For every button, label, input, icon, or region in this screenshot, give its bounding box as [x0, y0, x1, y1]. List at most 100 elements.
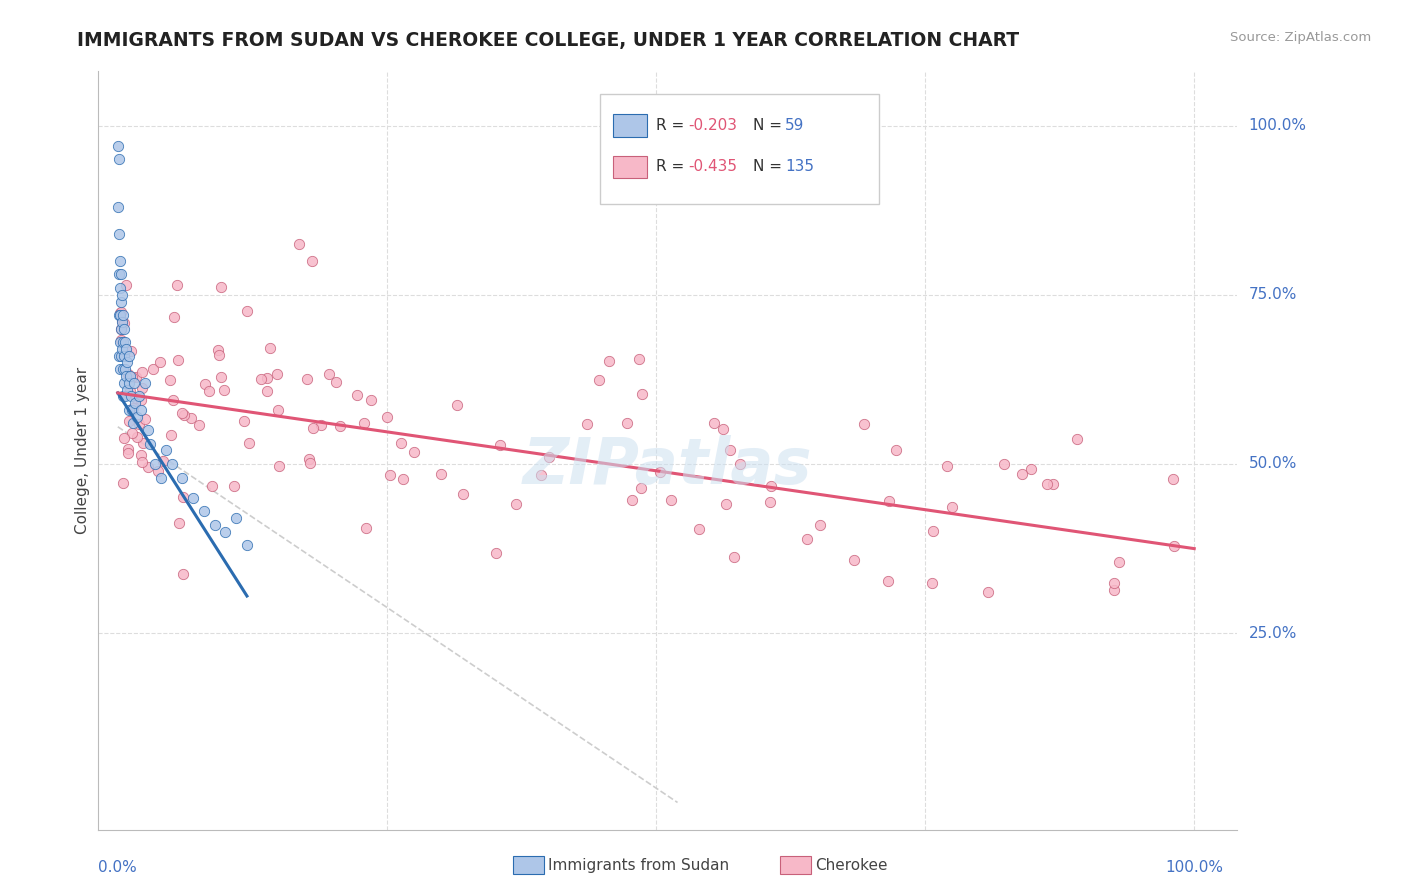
Point — [114, 362, 136, 376]
Text: 75.0%: 75.0% — [1249, 287, 1296, 302]
Point — [127, 409, 149, 424]
Point — [139, 436, 162, 450]
Text: 59: 59 — [785, 118, 804, 133]
Point — [128, 417, 150, 432]
Point — [120, 344, 142, 359]
Point — [110, 333, 132, 347]
Text: IMMIGRANTS FROM SUDAN VS CHEROKEE COLLEGE, UNDER 1 YEAR CORRELATION CHART: IMMIGRANTS FROM SUDAN VS CHEROKEE COLLEG… — [77, 31, 1019, 50]
Point — [125, 369, 148, 384]
Point — [149, 470, 172, 484]
Point — [148, 464, 170, 478]
Point — [711, 422, 734, 436]
Point — [108, 362, 131, 376]
Point — [256, 371, 278, 385]
Point — [110, 306, 132, 320]
Point — [112, 376, 135, 390]
Point — [993, 457, 1015, 471]
Point — [120, 389, 142, 403]
Point — [485, 546, 508, 560]
Point — [301, 254, 323, 268]
Point — [114, 335, 136, 350]
Point — [287, 237, 309, 252]
Text: 135: 135 — [785, 160, 814, 175]
Point — [117, 402, 139, 417]
Point — [112, 335, 135, 350]
Point — [1042, 477, 1064, 491]
Point — [977, 584, 1000, 599]
Point — [172, 470, 194, 484]
Point — [110, 322, 132, 336]
Point — [842, 552, 865, 566]
Point — [117, 446, 139, 460]
Y-axis label: College, Under 1 year: College, Under 1 year — [75, 367, 90, 534]
Point — [149, 355, 172, 369]
Point — [389, 436, 412, 450]
Point — [110, 349, 132, 363]
Point — [121, 417, 143, 431]
Point — [112, 308, 135, 322]
Point — [204, 517, 226, 532]
Point — [659, 492, 682, 507]
Point — [209, 280, 232, 294]
Point — [117, 349, 139, 363]
Point — [302, 421, 325, 435]
Point — [446, 398, 468, 412]
Point — [620, 493, 643, 508]
Point — [1011, 467, 1033, 481]
Point — [127, 430, 149, 444]
Point — [430, 467, 453, 481]
Bar — [613, 114, 647, 136]
Point — [117, 383, 139, 397]
Point — [120, 384, 142, 399]
Point — [718, 442, 741, 457]
Point — [129, 448, 152, 462]
Point — [115, 277, 138, 292]
Point — [353, 416, 375, 430]
Point — [267, 403, 290, 417]
Point — [111, 287, 134, 301]
Point — [208, 348, 231, 362]
Point — [884, 443, 907, 458]
Point — [142, 362, 165, 376]
Text: 100.0%: 100.0% — [1166, 860, 1223, 875]
Point — [108, 335, 131, 350]
Point — [225, 511, 247, 525]
Point — [309, 418, 332, 433]
Point — [877, 574, 900, 588]
Point — [941, 500, 963, 514]
Point — [297, 452, 319, 467]
Point — [117, 367, 139, 381]
Point — [232, 414, 254, 428]
Point — [108, 308, 131, 322]
Point — [129, 392, 152, 407]
Point — [628, 352, 651, 367]
Point — [132, 436, 155, 450]
Point — [128, 389, 150, 403]
Point — [259, 341, 281, 355]
Point — [107, 200, 129, 214]
Point — [537, 450, 560, 464]
Point — [198, 384, 221, 399]
Point — [118, 414, 141, 428]
Point — [122, 401, 145, 415]
Point — [921, 524, 943, 539]
Point — [193, 504, 215, 518]
Point — [166, 352, 188, 367]
Point — [118, 369, 141, 384]
Point — [136, 423, 159, 437]
Point — [194, 376, 217, 391]
Point — [212, 383, 235, 397]
Point — [155, 443, 177, 458]
Point — [111, 342, 134, 356]
Point — [124, 396, 146, 410]
Text: 50.0%: 50.0% — [1249, 457, 1296, 472]
Point — [238, 435, 260, 450]
Point — [159, 372, 181, 386]
Point — [173, 408, 195, 422]
Point — [108, 308, 131, 322]
Text: -0.435: -0.435 — [689, 160, 737, 175]
Point — [162, 310, 184, 325]
Text: -0.203: -0.203 — [689, 118, 737, 133]
Point — [723, 550, 745, 565]
Point — [136, 459, 159, 474]
